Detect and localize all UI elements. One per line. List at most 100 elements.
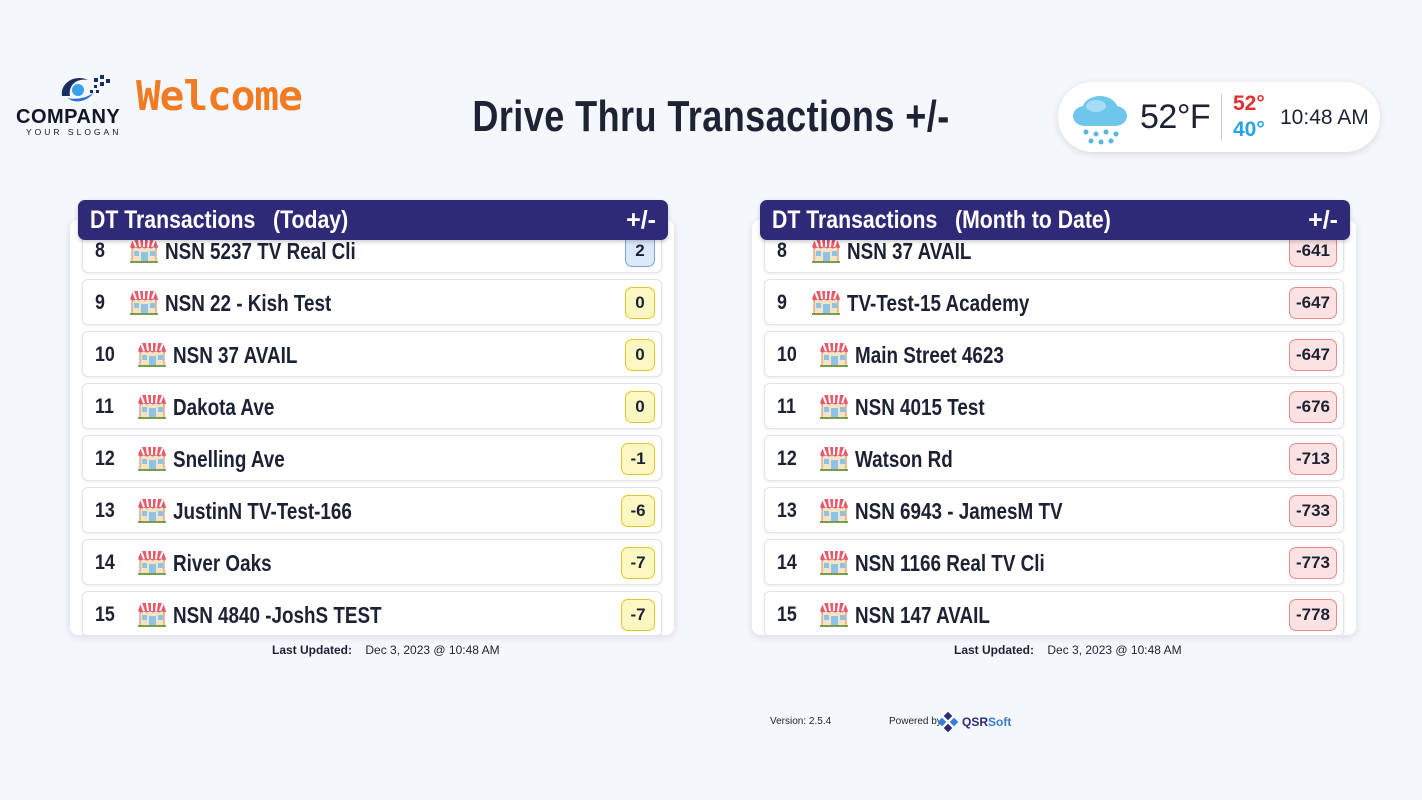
store-name: NSN 37 AVAIL	[847, 238, 972, 264]
store-icon	[137, 600, 167, 628]
month-store-row: 12 Watson Rd -713	[764, 435, 1344, 481]
month-list-body: 8 NSN 37 AVAIL -641 9 TV-Test-15 Academy -647…	[752, 220, 1356, 635]
store-icon	[819, 548, 849, 576]
company-logo: COMPANY YOUR SLOGAN	[14, 70, 136, 140]
last-updated-value: Dec 3, 2023 @ 10:48 AM	[1047, 643, 1182, 657]
store-rank: 11	[777, 395, 796, 418]
today-store-row: 13 JustinN TV-Test-166 -6	[82, 487, 662, 533]
month-store-row: 13 NSN 6943 - JamesM TV -733	[764, 487, 1344, 533]
delta-badge: -7	[621, 599, 655, 631]
store-name: NSN 22 - Kish Test	[165, 290, 332, 316]
today-store-row: 12 Snelling Ave -1	[82, 435, 662, 481]
store-name: NSN 37 AVAIL	[173, 342, 298, 368]
vendor-name-b: Soft	[988, 715, 1012, 729]
store-name: NSN 5237 TV Real Cli	[165, 238, 356, 264]
store-name: TV-Test-15 Academy	[847, 290, 1030, 316]
today-panel-title: DT Transactions (Today)	[90, 206, 349, 234]
month-store-row: 15 NSN 147 AVAIL -778	[764, 591, 1344, 635]
delta-badge: -7	[621, 547, 655, 579]
delta-badge: 2	[625, 235, 655, 267]
month-store-row: 9 TV-Test-15 Academy -647	[764, 279, 1344, 325]
month-rows: 8 NSN 37 AVAIL -641 9 TV-Test-15 Academy -647…	[764, 227, 1344, 635]
store-icon	[811, 236, 841, 264]
page-title: Drive Thru Transactions +/-	[472, 92, 950, 141]
rain-cloud-icon	[1073, 96, 1127, 145]
welcome-heading: Welcome	[136, 72, 303, 120]
delta-badge: 0	[625, 287, 655, 319]
store-icon	[129, 236, 159, 264]
delta-badge: -647	[1289, 287, 1337, 319]
today-store-row: 11 Dakota Ave 0	[82, 383, 662, 429]
store-rank: 15	[777, 603, 797, 626]
delta-badge: -6	[621, 495, 655, 527]
last-updated-label: Last Updated:	[272, 643, 353, 657]
current-time: 10:48 AM	[1280, 106, 1369, 129]
store-rank: 9	[777, 291, 787, 314]
today-transactions-panel: 8 NSN 5237 TV Real Cli 2 9 NSN 22 - Kish Tes…	[70, 200, 674, 640]
company-logo-icon	[61, 75, 110, 102]
delta-badge: -1	[621, 443, 655, 475]
powered-by-label: Powered by	[889, 716, 942, 727]
store-name: NSN 4015 Test	[855, 394, 985, 420]
store-icon	[819, 340, 849, 368]
delta-badge: -713	[1289, 443, 1337, 475]
store-rank: 8	[95, 239, 105, 262]
store-icon	[129, 288, 159, 316]
store-rank: 13	[777, 499, 797, 522]
low-temperature: 40°	[1233, 118, 1265, 141]
today-list-body: 8 NSN 5237 TV Real Cli 2 9 NSN 22 - Kish Tes…	[70, 220, 674, 635]
store-name: NSN 4840 -JoshS TEST	[173, 602, 382, 628]
delta-badge: -641	[1289, 235, 1337, 267]
store-rank: 14	[777, 551, 797, 574]
store-name: NSN 147 AVAIL	[855, 602, 990, 628]
delta-badge: -733	[1289, 495, 1337, 527]
store-rank: 9	[95, 291, 105, 314]
last-updated-value: Dec 3, 2023 @ 10:48 AM	[365, 643, 500, 657]
month-store-row: 10 Main Street 4623 -647	[764, 331, 1344, 377]
version-label: Version: 2.5.4	[770, 716, 832, 727]
month-last-updated: Last Updated: Dec 3, 2023 @ 10:48 AM	[954, 643, 1182, 657]
store-icon	[819, 496, 849, 524]
store-rank: 15	[95, 603, 115, 626]
today-rows: 8 NSN 5237 TV Real Cli 2 9 NSN 22 - Kish Tes…	[82, 227, 662, 635]
month-panel-title: DT Transactions (Month to Date)	[772, 206, 1111, 234]
store-name: NSN 1166 Real TV Cli	[855, 550, 1045, 576]
store-rank: 14	[95, 551, 115, 574]
delta-badge: -676	[1289, 391, 1337, 423]
store-rank: 10	[95, 343, 115, 366]
store-icon	[819, 600, 849, 628]
today-store-row: 9 NSN 22 - Kish Test 0	[82, 279, 662, 325]
store-rank: 8	[777, 239, 787, 262]
company-slogan: YOUR SLOGAN	[26, 127, 122, 137]
store-rank: 11	[95, 395, 114, 418]
weather-widget: 52°F 52° 40° 10:48 AM	[1058, 82, 1380, 152]
today-store-row: 14 River Oaks -7	[82, 539, 662, 585]
month-store-row: 11 NSN 4015 Test -676	[764, 383, 1344, 429]
store-icon	[137, 444, 167, 472]
weather-divider	[1221, 94, 1222, 140]
vendor-logo: QSRSoft	[938, 712, 1018, 734]
high-temperature: 52°	[1233, 92, 1265, 115]
company-name: COMPANY	[16, 106, 121, 128]
today-last-updated: Last Updated: Dec 3, 2023 @ 10:48 AM	[272, 643, 500, 657]
store-rank: 12	[95, 447, 115, 470]
month-delta-column-header: +/-	[1308, 206, 1338, 234]
store-icon	[137, 496, 167, 524]
today-panel-header: DT Transactions (Today) +/-	[78, 200, 668, 240]
delta-badge: -773	[1289, 547, 1337, 579]
qsrsoft-logo-icon	[938, 712, 958, 732]
store-name: Main Street 4623	[855, 342, 1004, 368]
store-rank: 12	[777, 447, 797, 470]
store-icon	[137, 548, 167, 576]
store-icon	[811, 288, 841, 316]
store-rank: 13	[95, 499, 115, 522]
current-temperature: 52°F	[1140, 98, 1211, 136]
delta-badge: -778	[1289, 599, 1337, 631]
store-name: Watson Rd	[855, 446, 953, 472]
store-rank: 10	[777, 343, 797, 366]
delta-badge: -647	[1289, 339, 1337, 371]
month-store-row: 14 NSN 1166 Real TV Cli -773	[764, 539, 1344, 585]
today-store-row: 15 NSN 4840 -JoshS TEST -7	[82, 591, 662, 635]
delta-badge: 0	[625, 339, 655, 371]
vendor-name-a: QSR	[962, 715, 989, 729]
